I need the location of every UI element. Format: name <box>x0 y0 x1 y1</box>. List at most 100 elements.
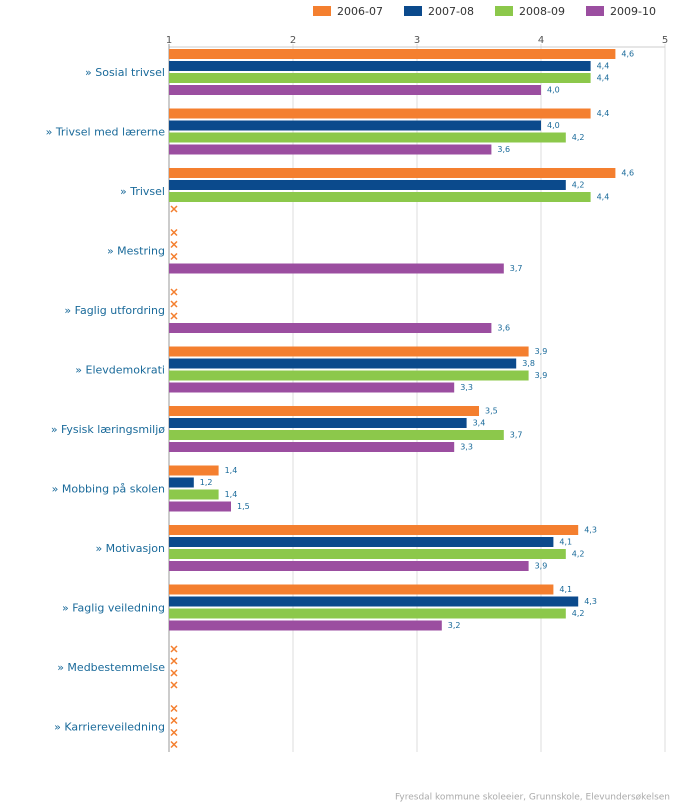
x-tick-label: 3 <box>414 35 420 46</box>
bar <box>169 61 591 71</box>
missing-marker <box>170 205 178 213</box>
bar <box>169 263 504 274</box>
x-tick-label: 4 <box>538 35 544 46</box>
missing-marker <box>170 240 178 249</box>
bar <box>169 346 529 357</box>
bar <box>169 132 566 143</box>
legend-label: 2007-08 <box>428 5 474 18</box>
legend-swatch <box>586 6 604 16</box>
missing-marker <box>170 645 178 653</box>
legend-label: 2009-10 <box>610 5 656 18</box>
missing-marker <box>170 252 178 261</box>
missing-marker <box>170 657 178 665</box>
value-label: 4,6 <box>621 50 634 59</box>
missing-marker <box>170 300 178 308</box>
missing-marker <box>170 740 178 749</box>
source: Fyresdal kommune skoleeier, Grunnskole, … <box>395 793 670 803</box>
bar <box>169 477 194 488</box>
x-tick-label: 2 <box>290 35 296 46</box>
value-label: 1,4 <box>225 490 238 499</box>
category-label[interactable]: » Faglig utfordring <box>64 304 165 317</box>
bar <box>169 406 479 416</box>
value-label: 4,4 <box>597 193 610 202</box>
legend-label: 2006-07 <box>337 5 383 18</box>
legend-swatch <box>404 6 422 16</box>
bar <box>169 73 591 83</box>
bar <box>169 144 492 155</box>
category-label[interactable]: » Elevdemokrati <box>75 364 165 377</box>
value-label: 4,4 <box>597 74 610 83</box>
missing-marker <box>170 669 178 677</box>
category-label[interactable]: » Mestring <box>107 245 165 258</box>
value-label: 4,3 <box>584 597 597 606</box>
bar <box>169 430 504 440</box>
category-label[interactable]: » Trivsel med lærerne <box>46 126 166 139</box>
bar <box>169 501 231 512</box>
value-label: 3,2 <box>448 621 461 630</box>
value-label: 4,1 <box>559 585 572 594</box>
bar <box>169 418 467 428</box>
bar <box>169 108 591 119</box>
value-label: 4,1 <box>559 538 572 547</box>
category-label[interactable]: » Faglig veiledning <box>62 602 165 615</box>
missing-marker <box>170 704 178 713</box>
legend-label: 2008-09 <box>519 5 565 18</box>
value-label: 3,3 <box>460 443 473 452</box>
value-label: 4,2 <box>572 181 585 190</box>
bar <box>169 323 492 333</box>
category-label[interactable]: » Motivasjon <box>95 542 165 555</box>
category-label[interactable]: » Medbestemmelse <box>57 661 165 674</box>
value-label: 3,9 <box>535 562 548 571</box>
legend-swatch <box>495 6 513 16</box>
bar <box>169 608 566 619</box>
missing-marker <box>170 681 178 689</box>
bar <box>169 180 566 190</box>
value-label: 4,3 <box>584 526 597 535</box>
missing-marker <box>170 728 178 737</box>
value-label: 4,2 <box>572 550 585 559</box>
missing-marker <box>170 288 178 296</box>
value-label: 1,2 <box>200 478 213 487</box>
bar <box>169 370 529 381</box>
value-label: 3,9 <box>535 371 548 380</box>
bar <box>169 561 529 571</box>
bar <box>169 620 442 631</box>
value-label: 3,9 <box>535 347 548 356</box>
value-label: 3,4 <box>473 419 486 428</box>
category-label[interactable]: » Sosial trivsel <box>85 66 165 79</box>
value-label: 4,2 <box>572 609 585 618</box>
value-label: 3,8 <box>522 359 535 368</box>
category-label[interactable]: » Trivsel <box>120 185 165 198</box>
value-label: 3,7 <box>510 264 523 273</box>
value-label: 3,6 <box>497 324 510 333</box>
value-label: 4,4 <box>597 109 610 118</box>
bar <box>169 49 616 59</box>
value-label: 1,4 <box>225 466 238 475</box>
category-label[interactable]: » Karriereveiledning <box>54 721 165 734</box>
value-label: 4,0 <box>547 86 560 95</box>
missing-marker <box>170 716 178 725</box>
bar <box>169 549 566 559</box>
category-label[interactable]: » Mobbing på skolen <box>52 483 165 496</box>
legend-swatch <box>313 6 331 16</box>
bar <box>169 525 579 535</box>
value-label: 4,4 <box>597 62 610 71</box>
value-label: 1,5 <box>237 502 250 511</box>
bar <box>169 85 541 95</box>
bar <box>169 192 591 202</box>
category-label[interactable]: » Fysisk læringsmiljø <box>51 423 165 436</box>
value-label: 3,7 <box>510 431 523 440</box>
bar <box>169 120 541 131</box>
bar <box>169 537 554 547</box>
bar <box>169 596 579 607</box>
value-label: 4,6 <box>621 169 634 178</box>
missing-marker <box>170 312 178 320</box>
value-label: 4,2 <box>572 133 585 142</box>
value-label: 3,5 <box>485 407 498 416</box>
bar <box>169 358 517 369</box>
missing-marker <box>170 228 178 237</box>
x-tick-label: 5 <box>662 35 668 46</box>
bar <box>169 168 616 178</box>
value-label: 3,6 <box>497 145 510 154</box>
